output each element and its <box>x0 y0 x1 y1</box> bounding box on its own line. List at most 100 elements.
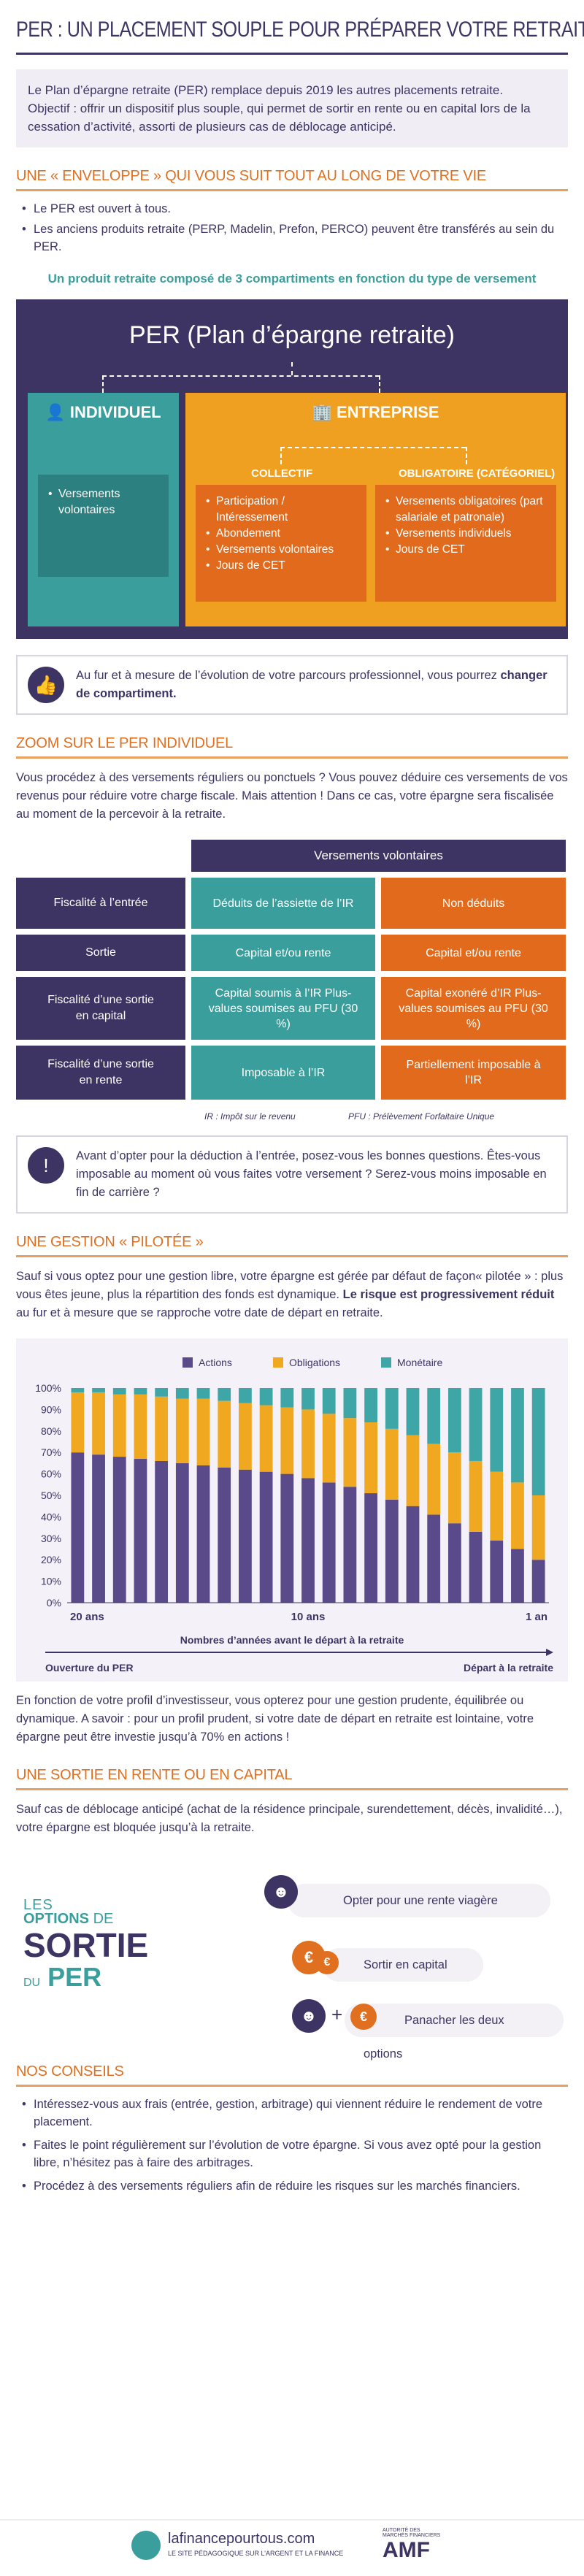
connector-line <box>102 375 380 377</box>
list-item: Versements obligatoires (part salariale … <box>385 494 546 526</box>
chart-bar-segment <box>343 1388 357 1419</box>
chart-bar-segment <box>134 1459 147 1603</box>
warning-icon: ! <box>28 1147 64 1184</box>
person-icon: ☻ <box>264 1875 298 1909</box>
chart-bar-segment <box>490 1540 504 1603</box>
right-caption: Départ à la retraite <box>464 1662 553 1674</box>
legend-label: Monétaire <box>397 1357 442 1368</box>
chart-bar-segment <box>112 1457 126 1603</box>
footer-brand[interactable]: lafinancepourtous.com <box>168 2531 315 2547</box>
chart-bar-segment <box>134 1394 147 1460</box>
chart-bar-segment <box>196 1465 210 1603</box>
y-tick-label: 60% <box>41 1468 61 1480</box>
entreprise-heading: 🏢 ENTREPRISE <box>185 403 566 422</box>
option-capital: Sortir en capital <box>323 1948 483 1982</box>
y-tick-label: 40% <box>41 1511 61 1522</box>
connector-line <box>291 362 293 375</box>
chart-bar-segment <box>427 1444 441 1515</box>
table-cell: Capital et/ou rente <box>191 935 375 971</box>
obligatoire-label: OBLIGATOIRE (CATÉGORIEL) <box>399 467 556 480</box>
amf-small: AUTORITÉ DES MARCHÉS FINANCIERS <box>383 2528 441 2538</box>
y-tick-label: 70% <box>41 1446 61 1458</box>
list-item: Jours de CET <box>385 542 546 558</box>
chart-bar-segment <box>490 1388 504 1472</box>
y-tick-label: 30% <box>41 1533 61 1544</box>
chart-bar-segment <box>343 1418 357 1487</box>
chart-bar-segment <box>531 1495 545 1560</box>
table-row-label: Fiscalité d’une sortie en capital <box>16 977 185 1040</box>
chart-bar-segment <box>175 1398 189 1463</box>
building-icon: 🏢 <box>312 403 332 421</box>
chart-bar-segment <box>427 1388 441 1444</box>
option-label: Sortir en capital <box>364 1958 447 1971</box>
per-diagram-title: PER (Plan d’épargne retraite) <box>128 321 455 349</box>
section-sortie-title: UNE SORTIE EN RENTE OU EN CAPITAL <box>16 1767 568 1790</box>
intro-text-1: Le Plan d’épargne retraite (PER) remplac… <box>28 83 504 97</box>
legend-label: Obligations <box>289 1357 340 1368</box>
chart-bar-segment <box>406 1506 420 1603</box>
connector-line <box>379 375 380 393</box>
entreprise-compartment: 🏢 ENTREPRISE COLLECTIF OBLIGATOIRE (CATÉ… <box>185 393 566 626</box>
chart-bar-segment <box>469 1460 483 1532</box>
y-tick-label: 0% <box>47 1597 61 1609</box>
chart-bar-segment <box>406 1435 420 1506</box>
chart-bar-segment <box>155 1396 169 1461</box>
logo-options: OPTIONS <box>23 1911 90 1927</box>
chart-bar-segment <box>71 1392 85 1453</box>
intro-box: Le Plan d’épargne retraite (PER) remplac… <box>16 69 568 147</box>
chart-bar-segment <box>71 1452 85 1603</box>
legend-swatch <box>381 1357 391 1368</box>
sortie-options: LES OPTIONS DE SORTIE DU PER Opter pour … <box>16 1853 568 2061</box>
profil-paragraph: En fonction de votre profil d’investisse… <box>16 1694 534 1744</box>
gestion-paragraph: Sauf si vous optez pour une gestion libr… <box>16 1268 568 1322</box>
individuel-label: INDIVIDUEL <box>69 403 161 421</box>
x-tick-label: 1 an <box>526 1611 548 1623</box>
logo-du: DU <box>23 1977 41 1989</box>
chart-bar-segment <box>259 1471 273 1603</box>
chart-bar-segment <box>447 1523 461 1603</box>
brand-logo-icon <box>131 2531 161 2560</box>
obligatoire-content: Versements obligatoires (part salariale … <box>375 485 556 602</box>
chart-bar-segment <box>71 1388 85 1392</box>
plus-icon: + <box>331 2004 343 2025</box>
zoom-paragraph: Vous procédez à des versements réguliers… <box>16 771 568 821</box>
logo-sortie: SORTIE <box>23 1926 149 1964</box>
list-item: Participation / Intéressement <box>206 494 356 526</box>
chart-bar-segment <box>155 1388 169 1397</box>
chart-bar-segment <box>511 1388 524 1483</box>
logo-les: LES <box>23 1897 53 1913</box>
y-tick-label: 50% <box>41 1490 61 1501</box>
section-enveloppe-title: UNE « ENVELOPPE » QUI VOUS SUIT TOUT AU … <box>16 168 568 191</box>
list-item: Versements volontaires <box>48 486 158 518</box>
individuel-heading: 👤 INDIVIDUEL <box>28 403 179 422</box>
allocation-chart-svg: Actions Obligations Monétaire 0% 10% 20% 30% 40… <box>35 1357 553 1674</box>
chart-bar-segment <box>385 1388 399 1429</box>
list-item: Versements volontaires <box>206 542 356 558</box>
individuel-content: Versements volontaires <box>38 475 169 577</box>
compartment-callout: 👍 Au fur et à mesure de l’évolution de v… <box>16 655 568 715</box>
section-zoom-title: ZOOM SUR LE PER INDIVIDUEL <box>16 735 568 759</box>
fiscal-table: Versements volontaires Fiscalité à l’ent… <box>16 840 568 1128</box>
table-row-label: Fiscalité à l’entrée <box>16 878 185 929</box>
header-divider <box>16 53 568 55</box>
chart-bar-segment <box>218 1400 231 1468</box>
connector-line <box>466 447 467 464</box>
sortie-logo: LES OPTIONS DE SORTIE DU PER <box>23 1897 177 1999</box>
allocation-chart: Actions Obligations Monétaire 0% 10% 20% 30% 40… <box>16 1338 568 1682</box>
logo-de: DE <box>93 1911 114 1927</box>
entreprise-label: ENTREPRISE <box>336 403 439 421</box>
x-axis-label: Nombres d’années avant le départ à la re… <box>180 1634 404 1646</box>
chart-bar-segment <box>364 1388 377 1423</box>
chart-bar-segment <box>469 1388 483 1461</box>
arrow-head-icon <box>546 1649 553 1656</box>
list-item: Versements individuels <box>385 526 546 542</box>
table-header: Versements volontaires <box>191 840 566 872</box>
table-row-label: Sortie <box>16 935 185 971</box>
connector-line <box>102 375 104 393</box>
gestion-text: Sauf si vous optez pour une gestion libr… <box>16 1270 564 1301</box>
chart-bar-segment <box>322 1414 336 1483</box>
chart-bar-segment <box>112 1388 126 1395</box>
legend-swatch <box>182 1357 193 1368</box>
chart-bar-segment <box>531 1388 545 1495</box>
